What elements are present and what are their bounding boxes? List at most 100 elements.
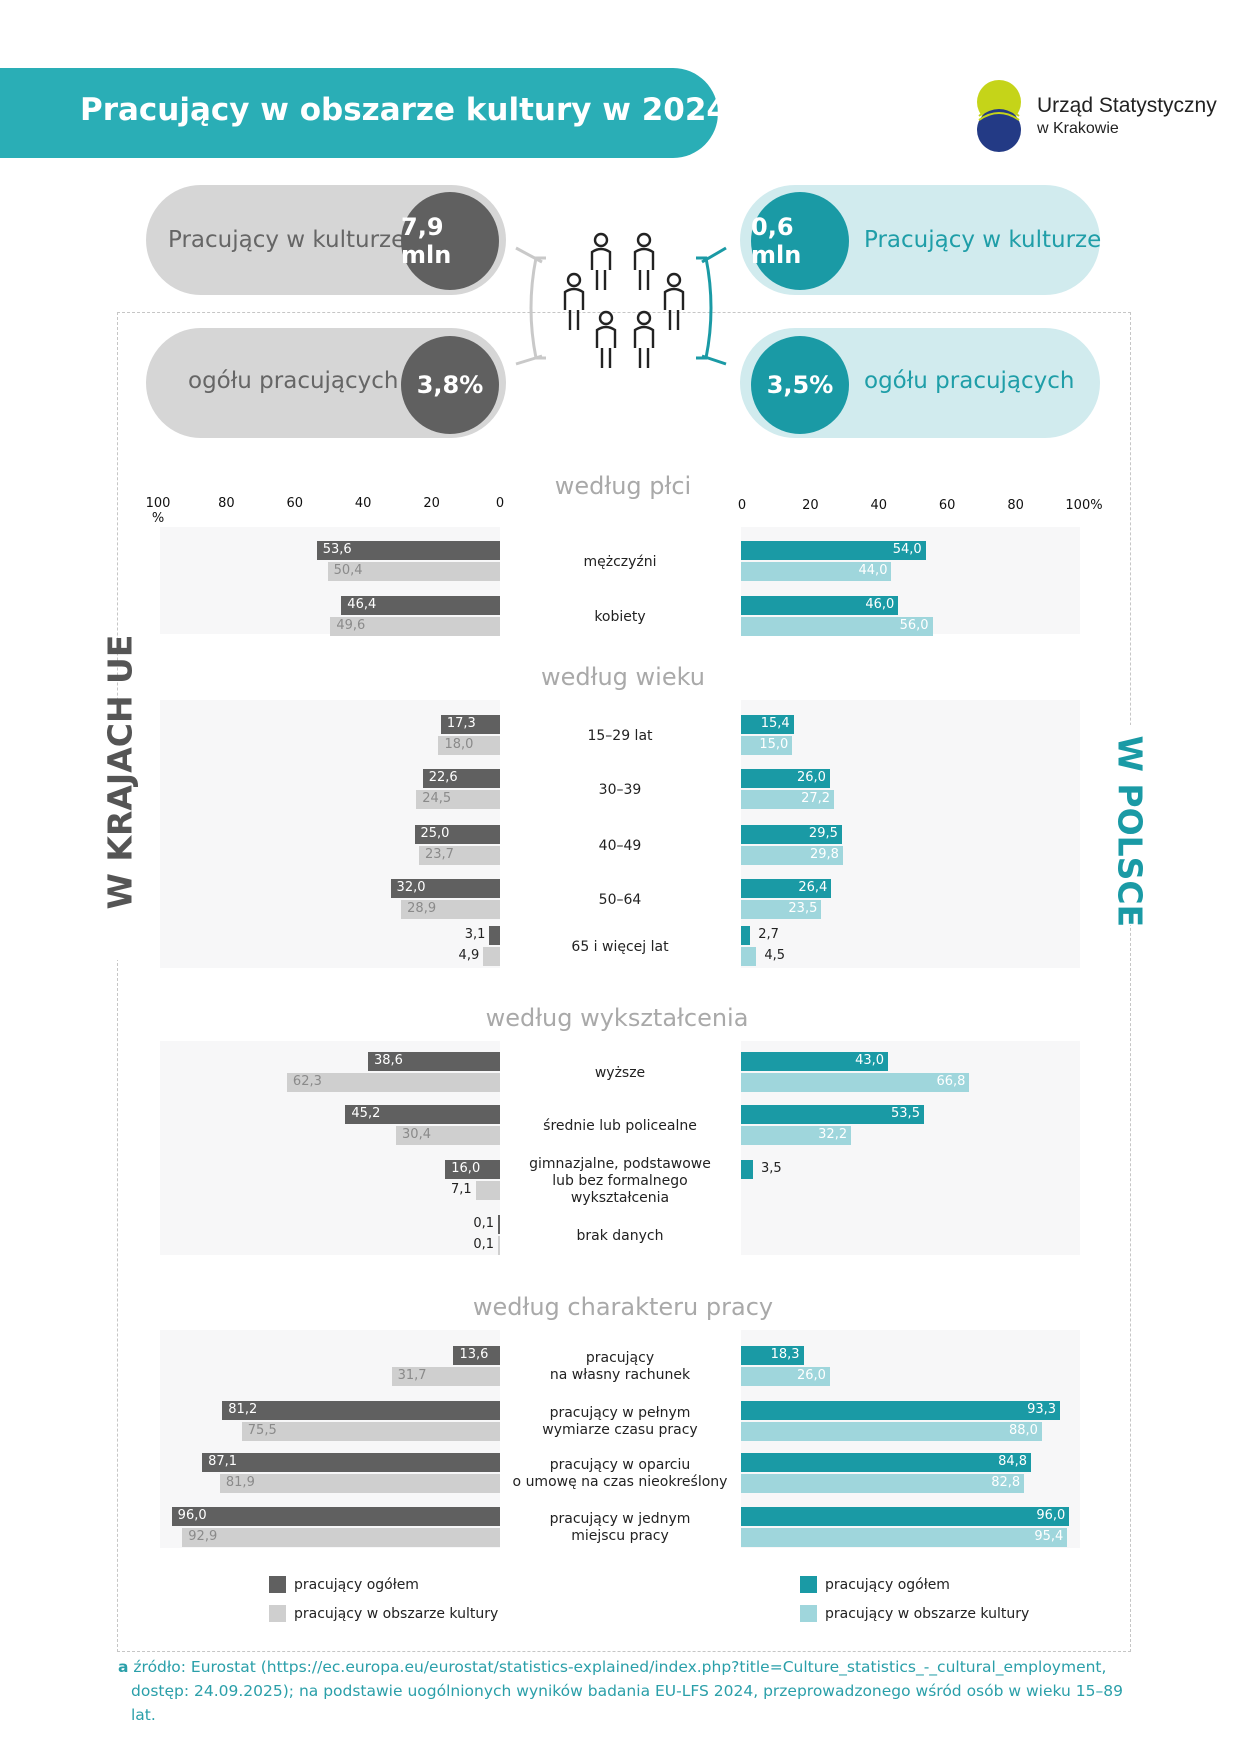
bar-eu-total — [414, 825, 500, 844]
frame-gap-right — [1108, 725, 1148, 925]
axis-tick-left: 20 — [423, 496, 440, 511]
bar-pl-total — [741, 715, 794, 734]
chart-frame — [117, 312, 1131, 1652]
bar-eu-total — [440, 715, 500, 734]
bar-eu-total-label: 38,6 — [373, 1053, 403, 1068]
axis-tick-right: 20 — [802, 498, 819, 513]
bar-pl-culture-label: 56,0 — [899, 618, 929, 633]
frame-gap-left — [100, 700, 140, 960]
bar-eu-total-label: 53,6 — [322, 542, 352, 557]
bar-pl-total — [741, 1453, 1032, 1472]
pl-value-employed: 0,6 mln — [751, 192, 849, 290]
category-label: 65 i więcej lat — [571, 938, 669, 955]
pl-label-share: ogółu pracujących — [864, 368, 1075, 394]
bar-eu-culture-label: 24,5 — [422, 791, 452, 806]
bar-pl-culture-label: 82,8 — [991, 1475, 1021, 1490]
axis-tick-right: 100% — [1065, 498, 1103, 513]
category-label: brak danych — [576, 1227, 664, 1244]
bar-eu-total — [222, 1401, 500, 1420]
bar-pl-culture-label: 26,0 — [796, 1368, 826, 1383]
bar-pl-total-label: 2,7 — [758, 927, 779, 942]
eu-value-share: 3,8% — [401, 336, 499, 434]
axis-tick-right: 0 — [737, 498, 747, 513]
bar-eu-culture — [330, 617, 500, 636]
side-label-eu: W KRAJACH UE — [100, 634, 140, 910]
axis-tick-left: 100 % — [145, 496, 171, 526]
category-label: pracujący w jednym miejscu pracy — [549, 1511, 691, 1544]
bar-eu-total-label: 96,0 — [177, 1508, 207, 1523]
bar-eu-culture — [327, 562, 500, 581]
axis-tick-right: 80 — [1007, 498, 1024, 513]
bar-eu-total-label: 13,6 — [459, 1347, 489, 1362]
bar-pl-total-label: 43,0 — [855, 1053, 885, 1068]
bar-pl-total-label: 84,8 — [998, 1454, 1028, 1469]
people-icon — [515, 232, 727, 368]
axis-tick-right: 40 — [870, 498, 888, 513]
bar-eu-culture — [498, 1236, 500, 1255]
bar-eu-total-label: 16,0 — [451, 1161, 481, 1176]
bar-eu-total — [316, 541, 500, 560]
bar-pl-total — [741, 596, 899, 615]
footnote-line2: dostęp: 24.09.2025); na podstawie uogóln… — [131, 1682, 1123, 1724]
eu-label-employed: Pracujący w kulturze — [168, 227, 406, 253]
bar-eu-total-label: 3,1 — [464, 927, 486, 942]
bar-eu-culture-label: 23,7 — [424, 847, 454, 862]
category-label: kobiety — [594, 608, 646, 625]
category-label: pracujący w oparciu o umowę na czas nieok… — [512, 1457, 728, 1490]
bar-eu-culture — [219, 1474, 500, 1493]
bar-eu-culture — [286, 1073, 500, 1092]
bar-eu-culture-label: 31,7 — [397, 1368, 427, 1383]
bar-eu-culture-label: 30,4 — [402, 1127, 431, 1142]
category-label: pracujący na własny rachunek — [549, 1350, 691, 1383]
pl-label-employed: Pracujący w kulturze — [864, 227, 1102, 253]
bar-eu-total-label: 25,0 — [420, 826, 450, 841]
bar-eu-total — [341, 596, 500, 615]
bar-pl-culture — [741, 1126, 852, 1145]
bar-eu-total — [202, 1453, 500, 1472]
bar-eu-culture-label: 18,0 — [444, 737, 474, 752]
bar-pl-culture-label: 23,5 — [788, 901, 818, 916]
bar-eu-total — [445, 1160, 500, 1179]
bar-pl-total — [741, 825, 842, 844]
logo-circle-bottom — [977, 108, 1021, 152]
axis-tick-right: 60 — [938, 498, 956, 513]
bar-eu-culture-label: 49,6 — [336, 618, 366, 633]
logo-text-line1: Urząd Statystyczny — [1037, 94, 1217, 117]
section-title: według charakteru pracy — [472, 1293, 774, 1321]
bar-pl-culture — [741, 1367, 830, 1386]
bar-eu-total-label: 45,2 — [351, 1106, 381, 1121]
footnote-line1: źródło: Eurostat (https://ec.europa.eu/e… — [133, 1658, 1107, 1676]
bar-eu-total — [171, 1507, 500, 1526]
bar-pl-culture — [741, 1422, 1042, 1441]
bar-pl-culture — [741, 736, 793, 755]
bar-eu-total-label: 87,1 — [208, 1454, 238, 1469]
bar-pl-culture — [741, 1073, 970, 1092]
category-label: pracujący w pełnym wymiarze czasu pracy — [542, 1405, 698, 1438]
eu-label-share: ogółu pracujących — [188, 368, 399, 394]
bar-pl-total — [741, 541, 926, 560]
bar-eu-culture — [438, 736, 500, 755]
bar-eu-culture-label: 7,1 — [451, 1182, 472, 1197]
bar-eu-culture-label: 28,9 — [407, 901, 437, 916]
bar-pl-culture — [741, 900, 822, 919]
legend-swatch-pl-total — [800, 1576, 817, 1593]
bar-eu-culture-label: 0,1 — [473, 1237, 494, 1252]
title-banner — [0, 68, 718, 158]
bar-pl-total — [741, 926, 751, 945]
bar-pl-total-label: 15,4 — [760, 716, 790, 731]
bar-pl-total — [741, 769, 830, 788]
title-footnote-marker: a — [761, 93, 773, 113]
bar-eu-culture-label: 4,9 — [458, 948, 480, 963]
bar-pl-culture — [741, 846, 843, 865]
bar-pl-culture-label: 66,8 — [936, 1074, 966, 1089]
bar-pl-culture — [741, 947, 757, 966]
page-title: Pracujący w obszarze kultury w 2024 r.a — [80, 92, 773, 128]
bar-pl-culture-label: 44,0 — [858, 563, 888, 578]
bar-pl-total-label: 18,3 — [770, 1347, 800, 1362]
legend-pl-culture: pracujący w obszarze kultury — [825, 1606, 1030, 1622]
bar-eu-total-label: 0,1 — [473, 1216, 494, 1231]
category-label: wyższe — [594, 1064, 646, 1081]
bar-pl-total — [741, 1507, 1070, 1526]
bar-eu-total — [345, 1105, 500, 1124]
legend-swatch-eu-total — [269, 1576, 286, 1593]
